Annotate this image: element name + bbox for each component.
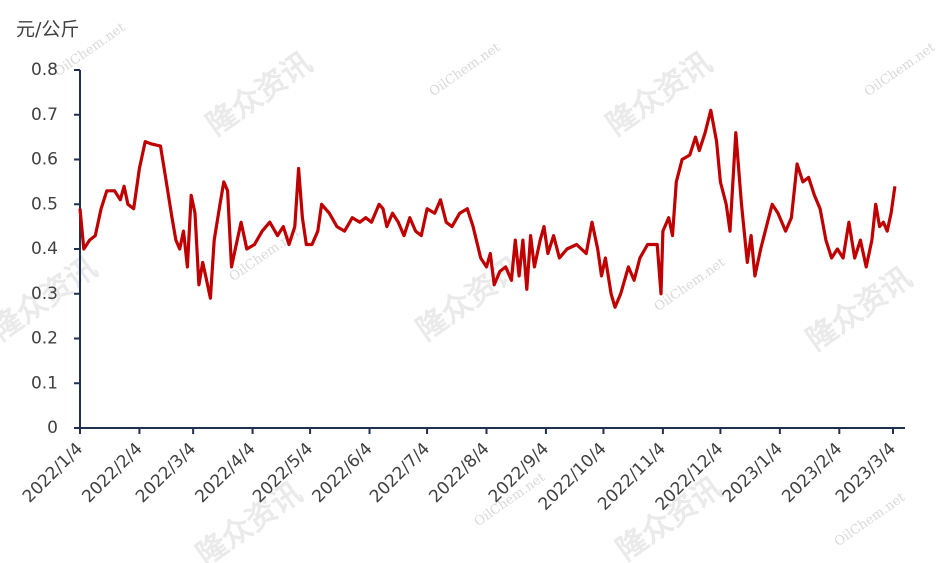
y-tick-label: 0.3 bbox=[31, 284, 58, 304]
y-tick-label: 0.6 bbox=[31, 150, 58, 170]
y-tick-label: 0.7 bbox=[31, 105, 58, 125]
y-tick-label: 0.2 bbox=[31, 329, 58, 349]
x-tick-label: 2022/7/4 bbox=[366, 439, 434, 507]
y-tick-label: 0 bbox=[47, 418, 58, 438]
watermark: 隆众资讯 bbox=[200, 45, 318, 142]
watermark: 隆众资讯 bbox=[410, 250, 528, 347]
x-tick-label: 2022/4/4 bbox=[192, 439, 260, 507]
x-tick-label: 2022/6/4 bbox=[308, 439, 376, 507]
watermark: 隆众资讯 bbox=[800, 260, 918, 357]
y-tick-label: 0.5 bbox=[31, 194, 58, 214]
x-tick-label: 2022/1/4 bbox=[19, 439, 87, 507]
data-line bbox=[78, 108, 897, 309]
y-tick-label: 0.1 bbox=[31, 373, 58, 393]
y-axis-label: 元/公斤 bbox=[16, 19, 79, 41]
watermark: OilChem.net bbox=[862, 40, 939, 100]
y-tick-label: 0.4 bbox=[31, 239, 58, 259]
watermark: 隆众资讯 bbox=[600, 45, 718, 142]
x-tick-label: 2022/8/4 bbox=[425, 439, 493, 507]
watermark: OilChem.net bbox=[427, 40, 504, 100]
y-tick-label: 0.8 bbox=[31, 60, 58, 80]
x-tick-label: 2023/1/4 bbox=[719, 439, 787, 507]
